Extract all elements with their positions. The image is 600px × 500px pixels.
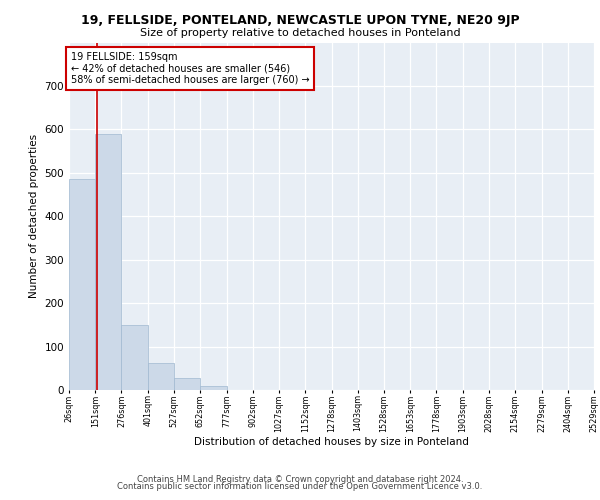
Text: 19, FELLSIDE, PONTELAND, NEWCASTLE UPON TYNE, NE20 9JP: 19, FELLSIDE, PONTELAND, NEWCASTLE UPON … — [80, 14, 520, 27]
Bar — [200, 386, 227, 390]
X-axis label: Distribution of detached houses by size in Ponteland: Distribution of detached houses by size … — [194, 438, 469, 448]
Bar — [148, 362, 174, 390]
Y-axis label: Number of detached properties: Number of detached properties — [29, 134, 39, 298]
Text: Size of property relative to detached houses in Ponteland: Size of property relative to detached ho… — [140, 28, 460, 38]
Bar — [95, 134, 121, 390]
Bar — [121, 325, 148, 390]
Bar — [69, 180, 95, 390]
Text: 19 FELLSIDE: 159sqm
← 42% of detached houses are smaller (546)
58% of semi-detac: 19 FELLSIDE: 159sqm ← 42% of detached ho… — [71, 52, 310, 86]
Text: Contains public sector information licensed under the Open Government Licence v3: Contains public sector information licen… — [118, 482, 482, 491]
Bar — [174, 378, 200, 390]
Text: Contains HM Land Registry data © Crown copyright and database right 2024.: Contains HM Land Registry data © Crown c… — [137, 474, 463, 484]
